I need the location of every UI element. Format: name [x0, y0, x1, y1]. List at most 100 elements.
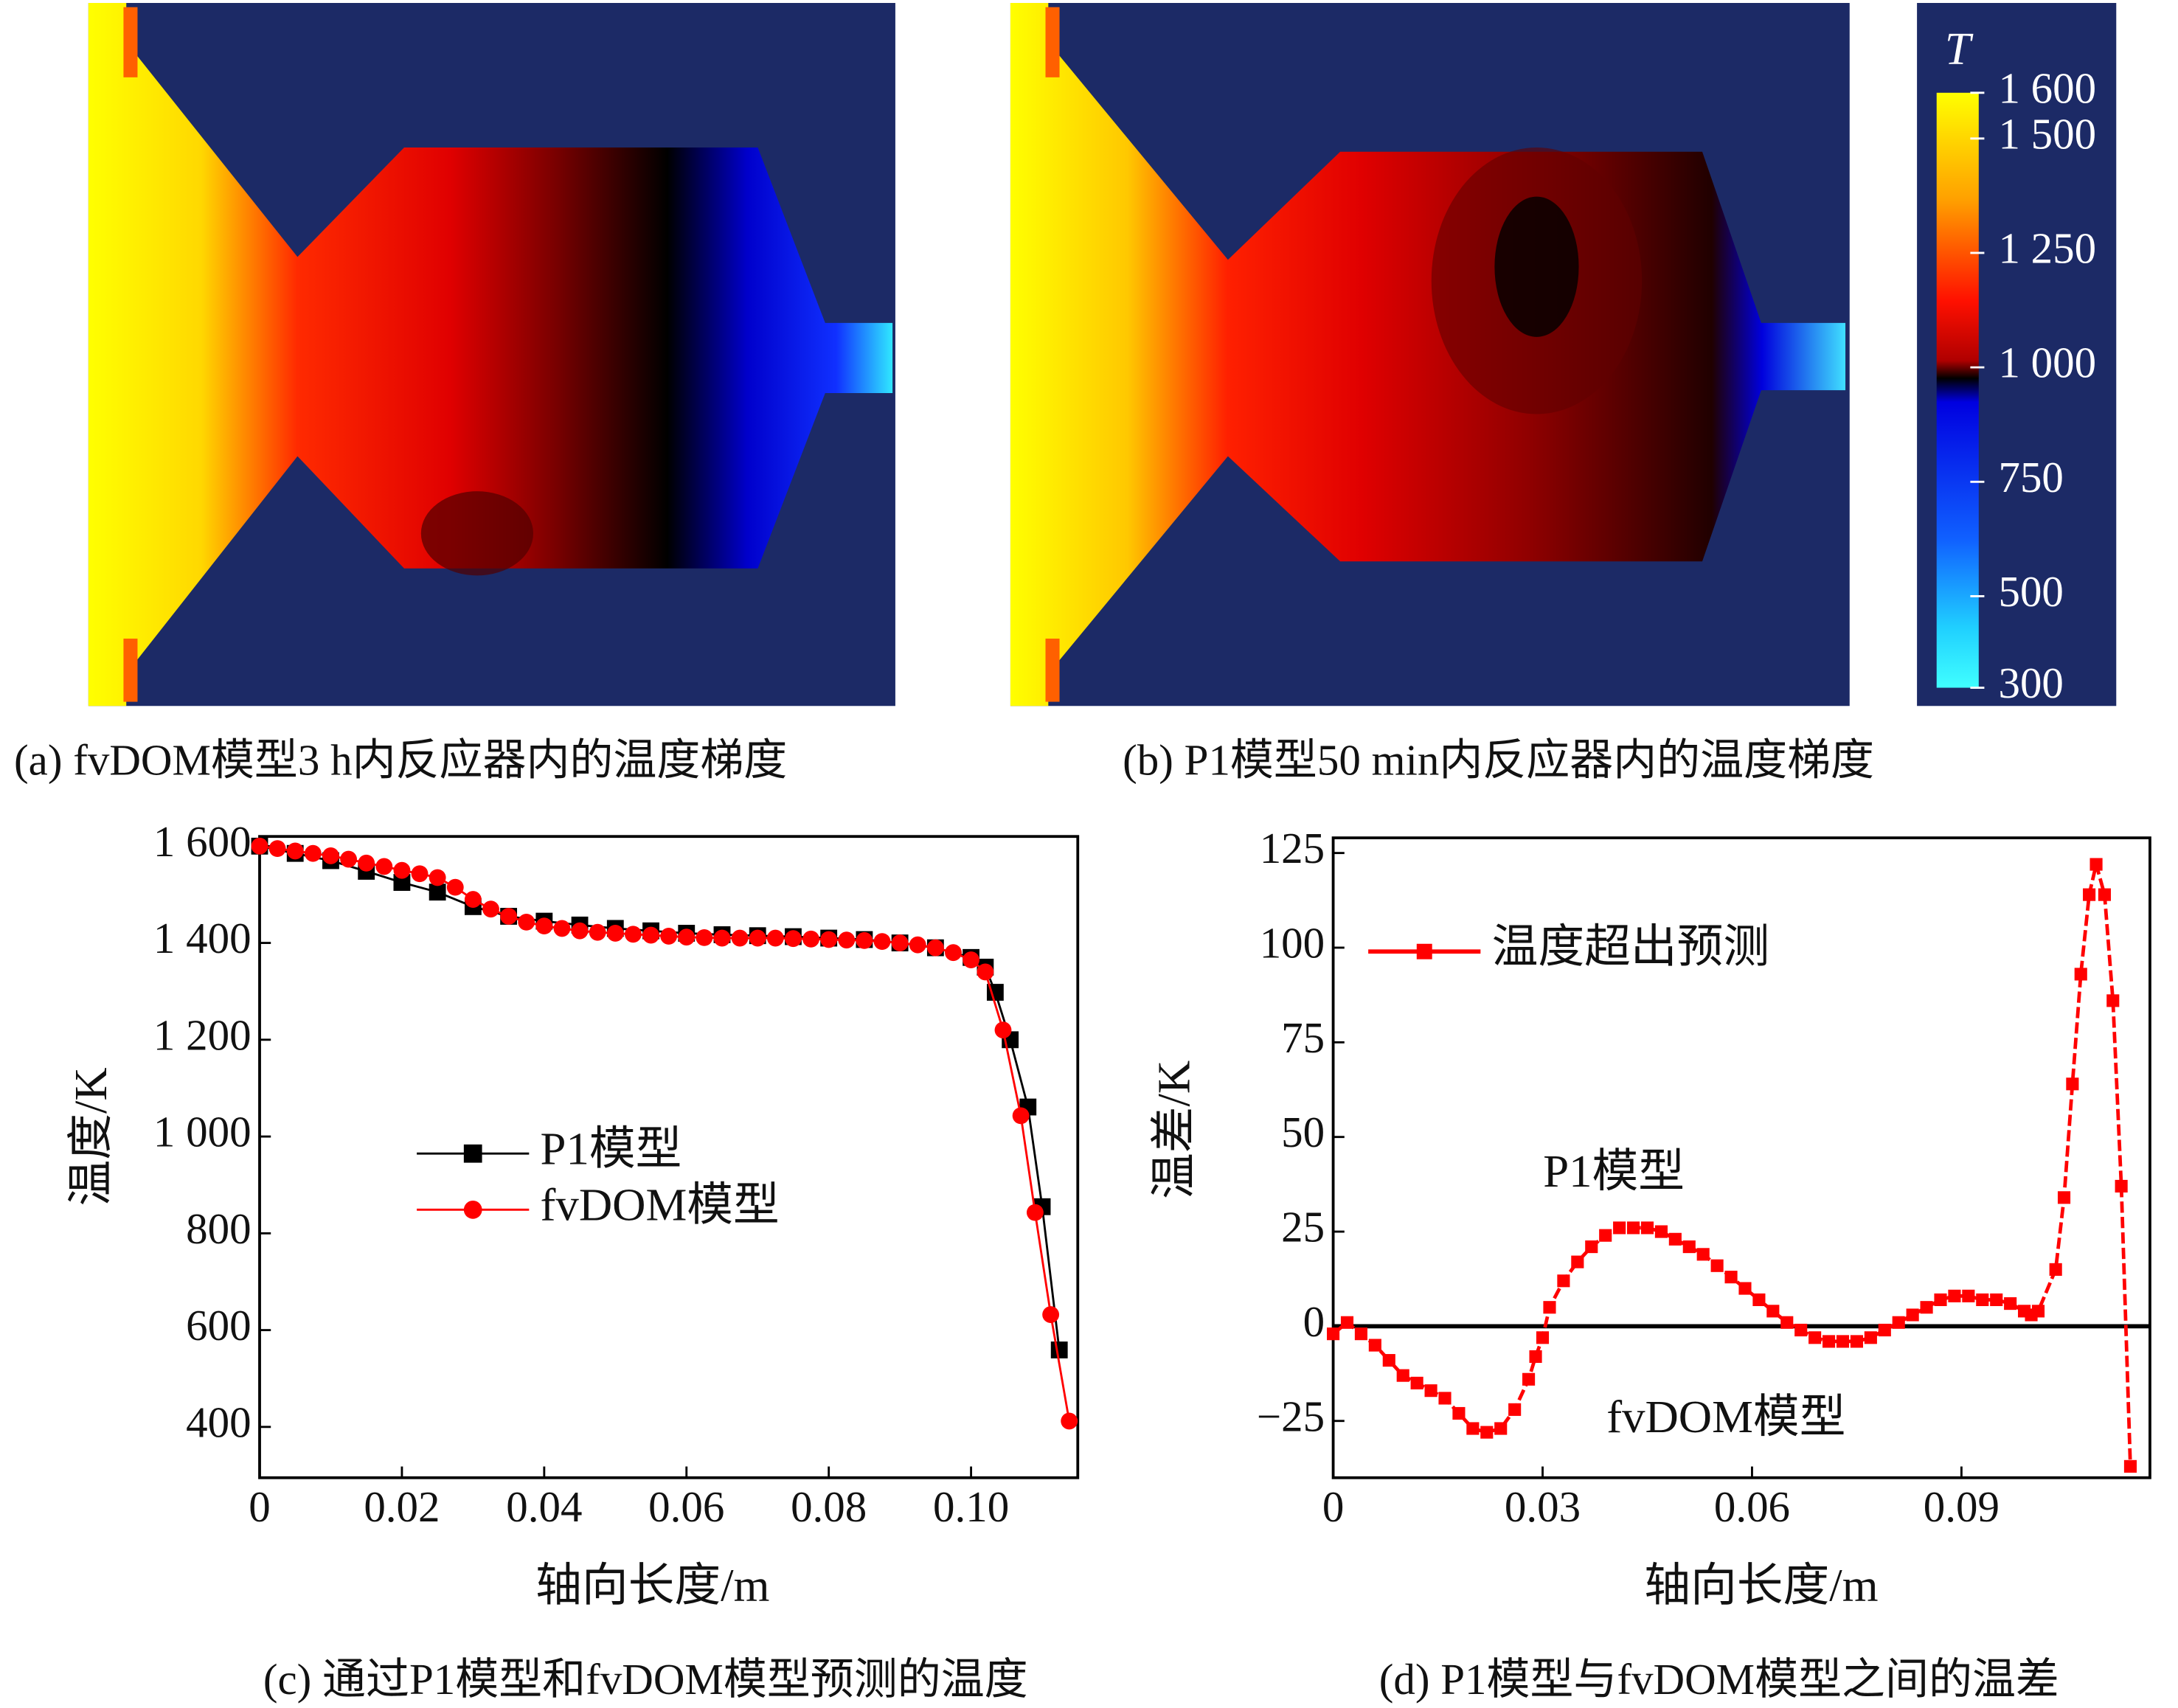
point	[411, 865, 429, 883]
point	[606, 925, 624, 942]
y-tick-label: 1 400	[153, 914, 252, 962]
point	[375, 858, 393, 875]
point	[1061, 1412, 1078, 1430]
point	[1585, 1240, 1598, 1254]
contour-b	[1494, 196, 1579, 337]
y-axis-label: 温度/K	[65, 1067, 117, 1206]
x-tick-label: 0	[1322, 1482, 1344, 1531]
point	[518, 913, 535, 931]
colorbar-tick-label: 1 250	[1998, 224, 2096, 273]
y-tick-label: 25	[1281, 1203, 1325, 1252]
point	[696, 928, 713, 946]
x-axis-label: 轴向长度/m	[535, 1559, 769, 1611]
point	[358, 854, 375, 872]
point	[446, 878, 464, 896]
point	[1599, 1229, 1612, 1242]
point	[500, 908, 518, 925]
y-tick-label: 100	[1260, 919, 1325, 968]
plot-frame	[258, 835, 1080, 1479]
point	[977, 963, 994, 981]
point	[945, 944, 962, 962]
point	[2057, 1191, 2071, 1204]
point	[1508, 1403, 1522, 1416]
point	[2115, 1179, 2128, 1193]
point	[785, 930, 802, 948]
series-line	[259, 844, 1061, 1350]
point	[624, 926, 642, 943]
point	[994, 1021, 1012, 1039]
y-tick-label: 1 600	[153, 817, 252, 866]
point	[1836, 1335, 1850, 1348]
point	[802, 930, 819, 948]
point	[820, 931, 838, 948]
colorbar-tick-label: 1 500	[1998, 109, 2096, 158]
point	[1050, 1341, 1068, 1358]
point	[2066, 1077, 2079, 1091]
colorbar-tick-label: 1 600	[1998, 63, 2096, 112]
point	[2049, 1263, 2062, 1276]
legend-label: fvDOM模型	[541, 1179, 780, 1231]
point	[429, 869, 446, 886]
point	[1494, 1422, 1508, 1435]
point	[909, 936, 926, 954]
point	[1780, 1316, 1794, 1329]
point	[1626, 1221, 1640, 1235]
point	[1654, 1225, 1668, 1238]
point	[749, 929, 766, 947]
caption: (b) P1模型50 min内反应器内的温度梯度	[1123, 736, 1874, 785]
x-tick-label: 0.06	[1714, 1482, 1790, 1531]
y-tick-label: 400	[186, 1398, 251, 1446]
plot-frame	[1331, 836, 2151, 1479]
point	[1724, 1271, 1738, 1284]
point	[856, 931, 873, 949]
point	[2031, 1305, 2045, 1318]
point	[1354, 1327, 1367, 1341]
point	[1696, 1248, 1710, 1261]
point	[1522, 1372, 1536, 1386]
x-tick-label: 0	[249, 1482, 270, 1531]
x-tick-label: 0.04	[506, 1482, 582, 1531]
caption: (c) 通过P1模型和fvDOM模型预测的温度	[263, 1655, 1028, 1704]
point	[1920, 1301, 1933, 1314]
point	[926, 939, 944, 957]
point	[1794, 1323, 1808, 1337]
point	[286, 842, 304, 860]
point	[322, 847, 339, 864]
point	[963, 951, 980, 968]
point	[1948, 1289, 1961, 1302]
x-tick-label: 0.10	[933, 1482, 1009, 1531]
y-tick-label: 1 200	[153, 1010, 252, 1059]
point	[1710, 1259, 1724, 1272]
point	[1613, 1221, 1626, 1235]
point	[464, 891, 482, 908]
point	[1438, 1392, 1452, 1405]
annotation: P1模型	[1543, 1145, 1685, 1197]
point	[1026, 1204, 1044, 1221]
contour-a	[420, 491, 534, 576]
point	[1808, 1331, 1822, 1344]
inlet-a	[123, 638, 138, 702]
y-tick-label: 75	[1281, 1013, 1325, 1062]
point	[429, 883, 446, 901]
point	[642, 926, 659, 944]
point	[340, 850, 357, 868]
point	[1766, 1305, 1780, 1318]
y-axis-label: 温差/K	[1148, 1060, 1200, 1199]
point	[553, 920, 571, 937]
x-tick-label: 0.02	[364, 1482, 440, 1531]
x-tick-label: 0.06	[648, 1482, 724, 1531]
x-axis-label: 轴向长度/m	[1644, 1559, 1878, 1611]
point	[393, 874, 411, 891]
point	[393, 861, 411, 879]
point	[766, 929, 784, 947]
point	[1466, 1422, 1480, 1435]
point	[1892, 1316, 1905, 1329]
point	[1042, 1306, 1060, 1324]
colorbar-tick-label: 300	[1998, 659, 2063, 707]
point	[838, 931, 856, 949]
point	[1536, 1331, 1550, 1344]
point	[1682, 1240, 1696, 1254]
point	[1864, 1331, 1877, 1344]
point	[251, 837, 268, 855]
